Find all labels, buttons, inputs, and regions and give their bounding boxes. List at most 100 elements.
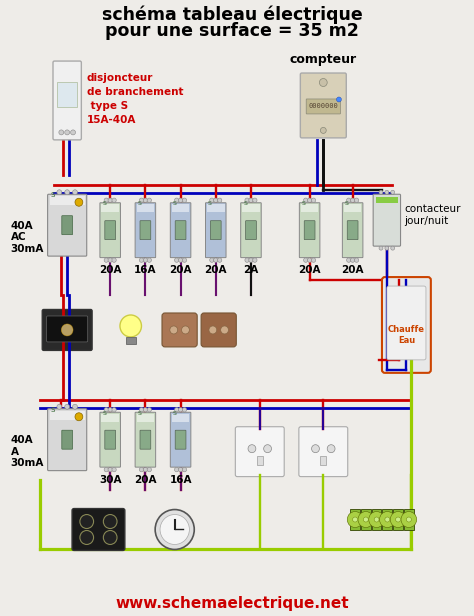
Circle shape [65, 130, 70, 135]
Circle shape [379, 190, 383, 194]
Text: 16A: 16A [134, 265, 156, 275]
Bar [350, 509, 360, 530]
Circle shape [108, 258, 112, 262]
Circle shape [143, 408, 147, 412]
Circle shape [75, 413, 83, 421]
Circle shape [209, 326, 217, 334]
FancyBboxPatch shape [46, 316, 88, 342]
Bar [172, 414, 190, 422]
Circle shape [139, 258, 144, 262]
Text: 20A: 20A [204, 265, 227, 275]
FancyBboxPatch shape [300, 203, 320, 257]
Circle shape [174, 198, 179, 203]
FancyBboxPatch shape [135, 203, 155, 257]
Bar [404, 509, 414, 530]
FancyBboxPatch shape [301, 73, 346, 138]
Text: S: S [173, 201, 177, 206]
Text: 16A: 16A [169, 474, 192, 485]
Bar [126, 337, 136, 344]
Circle shape [385, 246, 389, 250]
Circle shape [253, 258, 257, 262]
Circle shape [319, 78, 327, 86]
Circle shape [108, 198, 112, 203]
Circle shape [390, 511, 406, 527]
Circle shape [374, 517, 379, 522]
Circle shape [391, 246, 395, 250]
Circle shape [155, 509, 194, 549]
Circle shape [320, 128, 326, 134]
Bar [137, 414, 154, 422]
FancyBboxPatch shape [175, 221, 186, 240]
Circle shape [103, 514, 117, 529]
FancyBboxPatch shape [100, 203, 120, 257]
Text: S: S [102, 411, 106, 416]
Bar [101, 205, 119, 213]
Circle shape [406, 517, 411, 522]
Circle shape [264, 445, 272, 453]
Circle shape [311, 198, 316, 203]
Circle shape [104, 408, 109, 412]
FancyBboxPatch shape [306, 99, 340, 114]
Circle shape [174, 408, 179, 412]
Circle shape [245, 198, 249, 203]
Circle shape [143, 468, 147, 472]
Circle shape [57, 404, 62, 409]
Circle shape [385, 517, 390, 522]
Text: S: S [173, 411, 177, 416]
Text: contacteur
jour/nuit: contacteur jour/nuit [404, 205, 461, 226]
Circle shape [104, 198, 109, 203]
Circle shape [147, 408, 151, 412]
FancyBboxPatch shape [135, 412, 155, 467]
Text: 20A: 20A [169, 265, 192, 275]
Text: 40A
AC
30mA: 40A AC 30mA [10, 221, 44, 254]
Circle shape [346, 198, 351, 203]
Bar [242, 205, 260, 213]
Circle shape [385, 190, 389, 194]
Circle shape [108, 468, 112, 472]
Circle shape [178, 468, 182, 472]
Circle shape [311, 258, 316, 262]
Circle shape [139, 468, 144, 472]
Bar [50, 197, 85, 205]
Circle shape [147, 258, 151, 262]
Circle shape [218, 198, 222, 203]
Circle shape [73, 190, 77, 195]
Text: schéma tableau électrique: schéma tableau électrique [102, 6, 363, 24]
FancyBboxPatch shape [342, 203, 363, 257]
Bar [101, 414, 119, 422]
Circle shape [249, 198, 253, 203]
Bar [372, 509, 382, 530]
FancyBboxPatch shape [62, 216, 73, 235]
Circle shape [143, 258, 147, 262]
Circle shape [221, 326, 228, 334]
FancyBboxPatch shape [373, 194, 401, 246]
Circle shape [380, 511, 395, 527]
Circle shape [369, 511, 384, 527]
Circle shape [139, 408, 144, 412]
FancyBboxPatch shape [201, 313, 237, 347]
Text: S: S [137, 201, 141, 206]
Bar [361, 509, 371, 530]
FancyBboxPatch shape [105, 430, 116, 449]
Circle shape [71, 130, 75, 135]
Circle shape [358, 511, 374, 527]
FancyBboxPatch shape [241, 203, 261, 257]
Circle shape [346, 258, 351, 262]
Circle shape [65, 404, 70, 409]
Text: www.schemaelectrique.net: www.schemaelectrique.net [116, 596, 349, 611]
Circle shape [350, 198, 355, 203]
Circle shape [178, 198, 182, 203]
Circle shape [61, 324, 73, 336]
Circle shape [80, 514, 93, 529]
Circle shape [353, 517, 357, 522]
Circle shape [347, 511, 363, 527]
Circle shape [303, 198, 308, 203]
Circle shape [182, 258, 187, 262]
Text: S: S [345, 201, 349, 206]
Circle shape [147, 468, 151, 472]
Circle shape [401, 511, 417, 527]
FancyBboxPatch shape [246, 221, 256, 240]
Circle shape [160, 514, 190, 545]
Bar [301, 205, 319, 213]
Circle shape [253, 198, 257, 203]
